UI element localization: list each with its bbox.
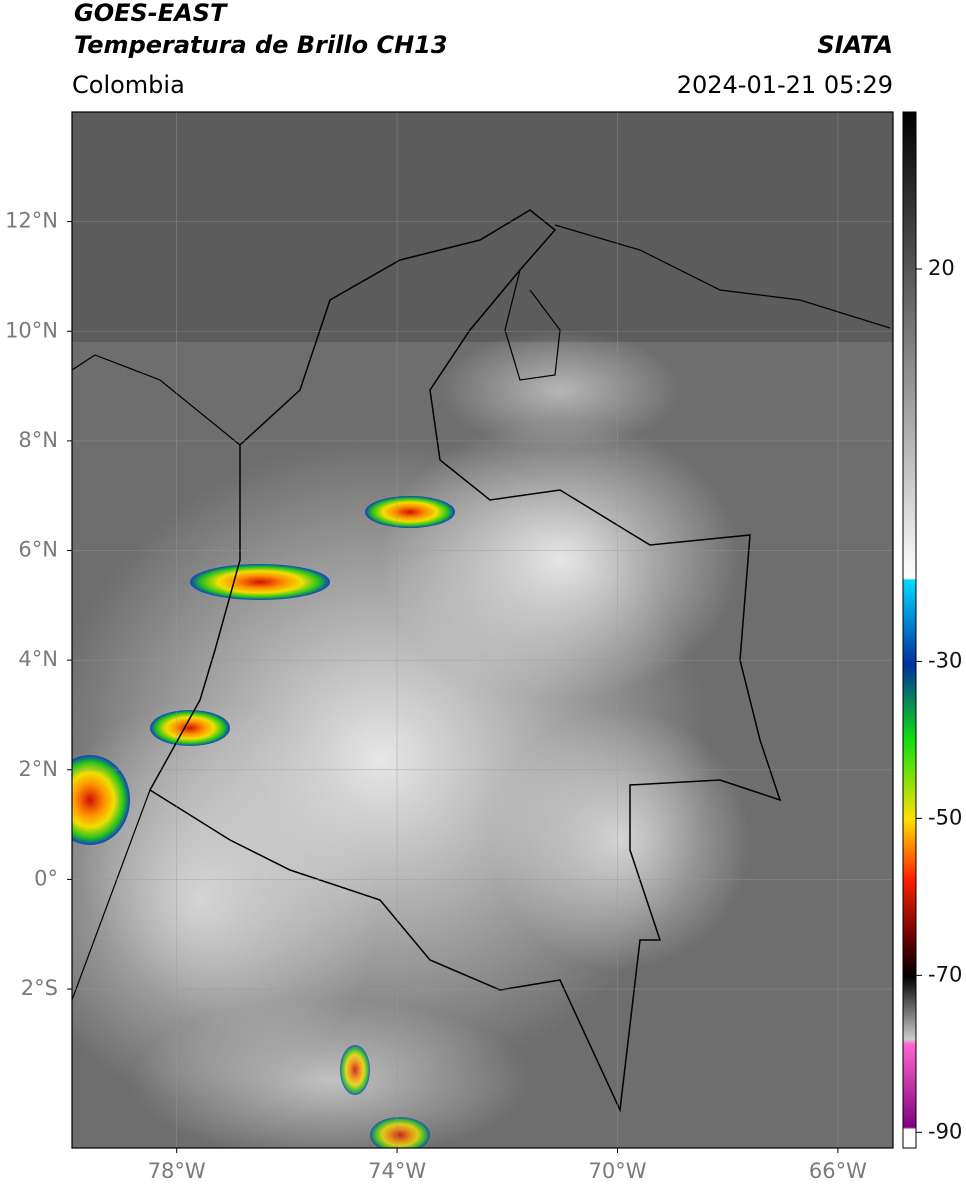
colorbar-label: 20 bbox=[928, 256, 955, 280]
datetime: 2024-01-21 05:29 bbox=[677, 71, 893, 99]
x-tick-label: 74°W bbox=[368, 1159, 426, 1183]
colorbar bbox=[902, 111, 917, 1149]
satellite-image bbox=[72, 112, 893, 1148]
colorbar-label: -50 bbox=[928, 805, 962, 829]
title: GOES-EAST bbox=[74, 0, 228, 27]
colorbar-label: -90 bbox=[928, 1119, 962, 1143]
y-tick-label: 2°S bbox=[21, 976, 58, 1000]
subtitle: Temperatura de Brillo CH13 bbox=[74, 31, 448, 59]
y-tick-label: 0° bbox=[34, 866, 58, 890]
y-tick-label: 8°N bbox=[18, 428, 58, 452]
source: SIATA bbox=[817, 31, 893, 59]
x-tick-label: 66°W bbox=[809, 1159, 867, 1183]
x-tick-label: 78°W bbox=[148, 1159, 206, 1183]
y-tick-label: 10°N bbox=[5, 318, 58, 342]
colorbar-label: -70 bbox=[928, 962, 962, 986]
y-tick-label: 2°N bbox=[18, 757, 58, 781]
y-tick-label: 12°N bbox=[5, 209, 58, 233]
map-frame bbox=[71, 111, 894, 1149]
region: Colombia bbox=[72, 71, 185, 99]
x-tick-label: 70°W bbox=[588, 1159, 646, 1183]
y-tick-label: 6°N bbox=[18, 538, 58, 562]
colorbar-label: -30 bbox=[928, 648, 962, 672]
y-tick-label: 4°N bbox=[18, 647, 58, 671]
